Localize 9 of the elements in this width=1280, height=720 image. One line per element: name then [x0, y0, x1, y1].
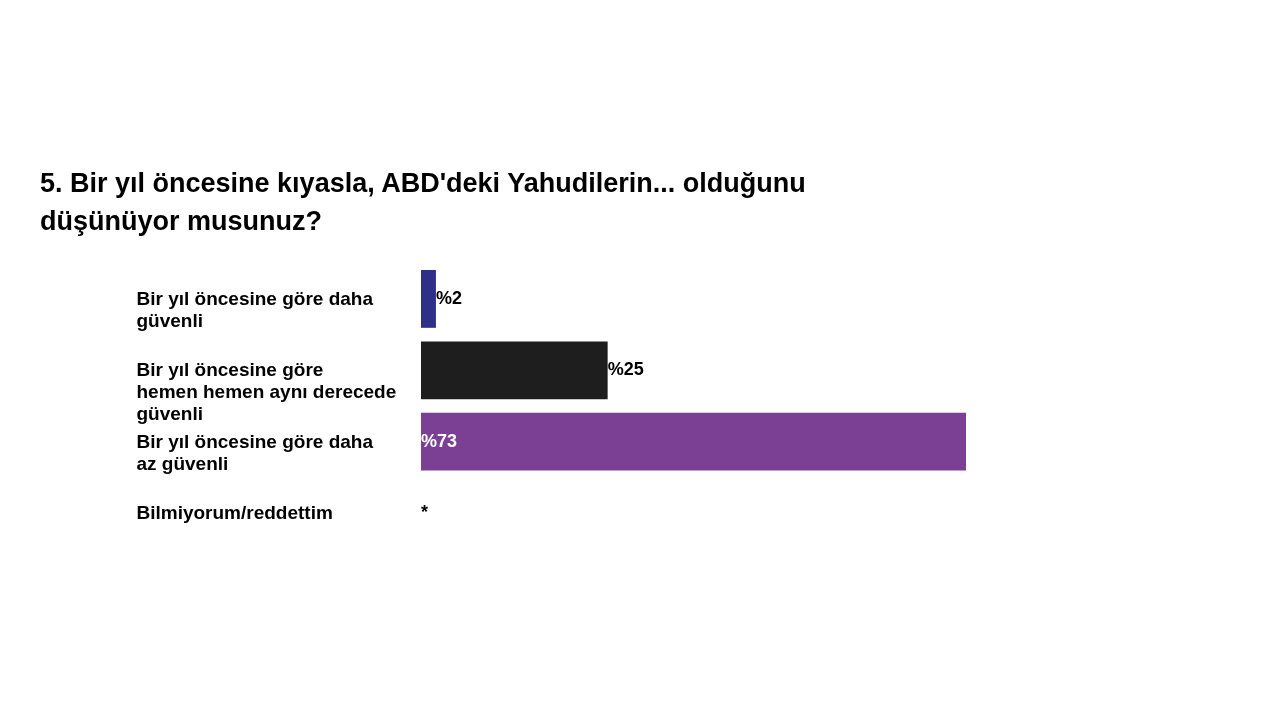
y-tick-label: Bir yıl öncesine göre daha az güvenli — [136, 430, 374, 474]
data-label: %73 — [421, 430, 458, 451]
y-tick-label: Bir yıl öncesine göre hemen hemen aynı derecede güvenli — [136, 359, 397, 425]
chart-title: 5. Bir yıl öncesine kıyasla, ABD'deki Yahudilerin... olduğunu düşünüyor musunuz? — [40, 168, 806, 236]
y-tick-label: Bilmiyorum/reddettim — [136, 502, 333, 524]
text: * — [421, 502, 429, 523]
data-label: %2 — [435, 287, 462, 308]
y-tick-label: Bir yıl öncesine göre daha güvenli — [136, 287, 374, 331]
data-label: %25 — [607, 359, 644, 380]
